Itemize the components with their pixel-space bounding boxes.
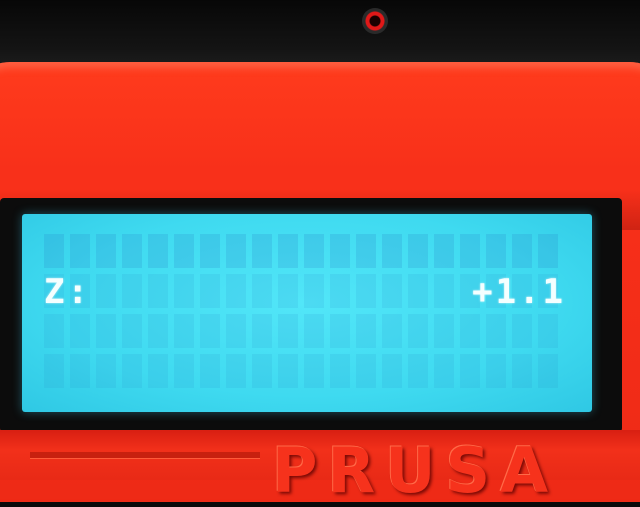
lcd-cell (512, 314, 532, 348)
lcd-cell (538, 314, 558, 348)
lcd-cell (96, 234, 116, 268)
lcd-cell (148, 314, 168, 348)
lcd-cell (44, 234, 64, 268)
lcd-cell (200, 274, 220, 308)
lcd-cell (174, 354, 194, 388)
lcd-cell (252, 354, 272, 388)
lcd-cell (200, 314, 220, 348)
lcd-cell (330, 314, 350, 348)
lcd-cell (122, 234, 142, 268)
z-axis-label: Z: (44, 272, 91, 312)
printer-frame-top (0, 0, 640, 70)
lcd-cell (304, 274, 324, 308)
lcd-cell (70, 354, 90, 388)
lcd-cell (252, 234, 272, 268)
lcd-cell (434, 354, 454, 388)
lcd-cell (382, 274, 402, 308)
lcd-cell (434, 234, 454, 268)
lcd-cell (356, 354, 376, 388)
lcd-row-4 (44, 354, 558, 388)
lcd-cell (44, 354, 64, 388)
lcd-cell (304, 234, 324, 268)
lcd-cell (148, 354, 168, 388)
lcd-cell (434, 314, 454, 348)
lcd-cell (226, 354, 246, 388)
lcd-cell (96, 354, 116, 388)
lcd-cell (382, 314, 402, 348)
lcd-cell (408, 234, 428, 268)
lcd-cell (460, 354, 480, 388)
lcd-cell (200, 354, 220, 388)
lcd-cell (226, 274, 246, 308)
lcd-cell (512, 274, 532, 308)
lcd-cell (174, 234, 194, 268)
lcd-cell (330, 274, 350, 308)
lcd-cell (70, 234, 90, 268)
lcd-cell (408, 314, 428, 348)
lcd-cell (460, 314, 480, 348)
lcd-cell (96, 314, 116, 348)
lcd-cell (486, 354, 506, 388)
lcd-cell (356, 314, 376, 348)
lcd-cell (460, 234, 480, 268)
lcd-cell (512, 354, 532, 388)
lcd-cell (408, 354, 428, 388)
lcd-cell (304, 354, 324, 388)
lcd-screen: Z: +1.1 (22, 214, 592, 412)
lcd-cell (538, 354, 558, 388)
lcd-cell (278, 314, 298, 348)
lcd-cell (382, 354, 402, 388)
lcd-cell (538, 274, 558, 308)
lcd-cell (330, 234, 350, 268)
lcd-cell (434, 274, 454, 308)
lcd-cell (278, 274, 298, 308)
lcd-cell (252, 314, 272, 348)
lcd-cell (70, 274, 90, 308)
lcd-cell (252, 274, 272, 308)
lcd-cell (512, 234, 532, 268)
lcd-cell (174, 274, 194, 308)
lcd-cell (304, 314, 324, 348)
lcd-cell (356, 274, 376, 308)
lcd-cell (174, 314, 194, 348)
lcd-cell (278, 354, 298, 388)
z-axis-value: +1.1 (472, 272, 566, 312)
lcd-cell (122, 274, 142, 308)
lcd-cell (226, 234, 246, 268)
lcd-cell (44, 314, 64, 348)
lcd-cell (486, 274, 506, 308)
lcd-cell (44, 274, 64, 308)
lcd-cell (330, 354, 350, 388)
lcd-cell (278, 234, 298, 268)
lcd-cell (96, 274, 116, 308)
lcd-cell (408, 274, 428, 308)
lcd-cell (538, 234, 558, 268)
lcd-cell (486, 234, 506, 268)
brand-embossing: PRUSA (272, 434, 559, 507)
lcd-cell (148, 234, 168, 268)
lcd-cell (226, 314, 246, 348)
lcd-cell (122, 354, 142, 388)
lcd-row-3 (44, 314, 558, 348)
lcd-row-2 (44, 274, 558, 308)
lcd-cell (148, 274, 168, 308)
lcd-cell (70, 314, 90, 348)
lcd-cell (122, 314, 142, 348)
control-knob[interactable] (362, 8, 388, 34)
lcd-cell (356, 234, 376, 268)
lcd-cell (486, 314, 506, 348)
housing-groove (30, 452, 260, 458)
lcd-row-1 (44, 234, 558, 268)
lcd-cell (460, 274, 480, 308)
lcd-cell (382, 234, 402, 268)
lcd-cell (200, 234, 220, 268)
